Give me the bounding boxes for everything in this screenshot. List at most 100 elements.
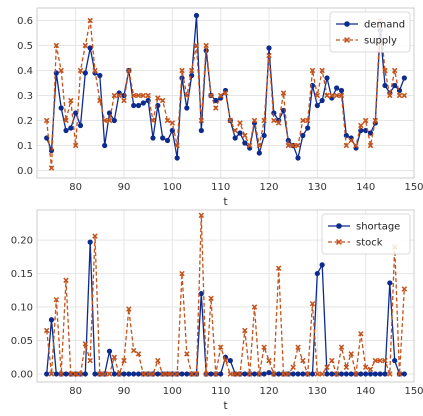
demand-supply-chart: 80 90 100 110 120 130 140 150 0.0 0.1 0.2 0.3 0.4 0.5…: [17, 7, 423, 208]
stock-point: [174, 371, 180, 377]
demand-point: [300, 132, 306, 139]
stock-point: [396, 371, 403, 377]
legend: shortage stock: [321, 213, 411, 255]
demand-point: [97, 72, 103, 79]
legend-marker-demand: [344, 21, 350, 27]
stock-point: [329, 357, 335, 364]
demand-point: [135, 102, 142, 109]
x-tick-label: 150: [404, 386, 423, 397]
stock-point: [319, 371, 325, 377]
shortage-point: [198, 291, 204, 297]
stock-point: [362, 364, 369, 371]
demand-point: [77, 122, 84, 129]
shortage-point: [251, 371, 258, 377]
stock-point: [387, 371, 393, 377]
stock-point: [309, 300, 316, 307]
shortage-point: [48, 317, 55, 323]
supply-point: [256, 142, 263, 149]
demand-point: [256, 150, 262, 156]
stock-point: [116, 371, 122, 377]
supply-point: [63, 117, 69, 124]
shortage-point: [348, 371, 354, 377]
stock-point: [150, 371, 156, 377]
stock-point: [266, 357, 272, 364]
shortage-point: [44, 371, 50, 377]
demand-point: [63, 127, 69, 134]
shortage-point: [382, 371, 388, 377]
stock-point: [300, 357, 306, 364]
stock-point: [333, 371, 340, 377]
demand-point: [164, 137, 171, 144]
demand-point: [150, 135, 156, 141]
supply-point: [333, 92, 340, 99]
demand-point: [314, 102, 320, 109]
legend-marker-supply: [344, 37, 350, 43]
supply-point: [261, 117, 267, 124]
demand-point: [242, 140, 248, 146]
stock-point: [401, 286, 408, 292]
supply-point: [266, 52, 272, 59]
demand-point: [392, 82, 398, 89]
supply-point: [116, 92, 122, 99]
supply-point: [72, 142, 79, 149]
supply-point: [242, 132, 248, 139]
stock-point: [232, 371, 238, 377]
stock-point: [314, 371, 321, 377]
supply-point: [87, 17, 93, 24]
shortage-point: [314, 270, 320, 277]
stock-point: [155, 357, 161, 364]
supply-point: [145, 92, 151, 99]
x-tick-label: 80: [69, 386, 82, 397]
supply-point: [77, 67, 84, 74]
shortage-stock-chart: 80 90 100 110 120 130 140 150 0.00 0.05 0.10 0.15 0.…: [11, 209, 423, 412]
legend: demand supply: [329, 11, 411, 53]
stock-point: [72, 371, 79, 377]
supply-point: [106, 117, 113, 124]
supply-point: [121, 97, 127, 104]
legend-label-shortage: shortage: [356, 222, 400, 233]
stock-point: [169, 371, 176, 377]
supply-point: [92, 67, 98, 74]
y-tick-label: 0.6: [17, 16, 33, 27]
y-tick-label: 0.1: [17, 141, 33, 152]
stock-point: [48, 371, 55, 377]
stock-point: [87, 357, 93, 364]
x-axis-label: t: [223, 195, 228, 208]
supply-point: [43, 117, 50, 124]
x-tick-label: 140: [356, 182, 375, 193]
supply-point: [324, 92, 330, 99]
shortage-point: [208, 371, 214, 377]
legend-marker-stock: [336, 239, 342, 245]
shortage-point: [338, 371, 345, 377]
stock-point: [184, 351, 190, 357]
stock-point: [271, 371, 277, 377]
y-tick-label: 0.20: [11, 236, 33, 247]
stock-point: [126, 306, 132, 312]
supply-point: [227, 117, 234, 124]
supply-point: [68, 97, 74, 104]
stock-point: [53, 296, 60, 303]
x-tick-label: 100: [163, 182, 182, 193]
stock-point: [358, 331, 364, 337]
supply-point: [184, 92, 190, 99]
stock-point: [353, 371, 359, 377]
stock-point: [275, 265, 282, 271]
shortage-point: [401, 371, 407, 377]
y-tick-label: 0.00: [11, 369, 33, 380]
shortage-point: [218, 371, 224, 377]
stock-point: [242, 327, 248, 334]
shortage-point: [358, 371, 364, 377]
shortage-point: [242, 371, 248, 377]
demand-point: [68, 125, 74, 131]
demand-point: [338, 87, 345, 94]
stock-point: [251, 304, 258, 310]
stock-point: [101, 371, 108, 377]
shortage-point: [126, 371, 132, 377]
supply-point: [217, 92, 224, 99]
stock-point: [135, 351, 142, 357]
x-tick-label: 130: [308, 182, 327, 193]
supply-point: [391, 67, 398, 74]
stock-point: [246, 371, 253, 377]
demand-point: [358, 127, 364, 134]
